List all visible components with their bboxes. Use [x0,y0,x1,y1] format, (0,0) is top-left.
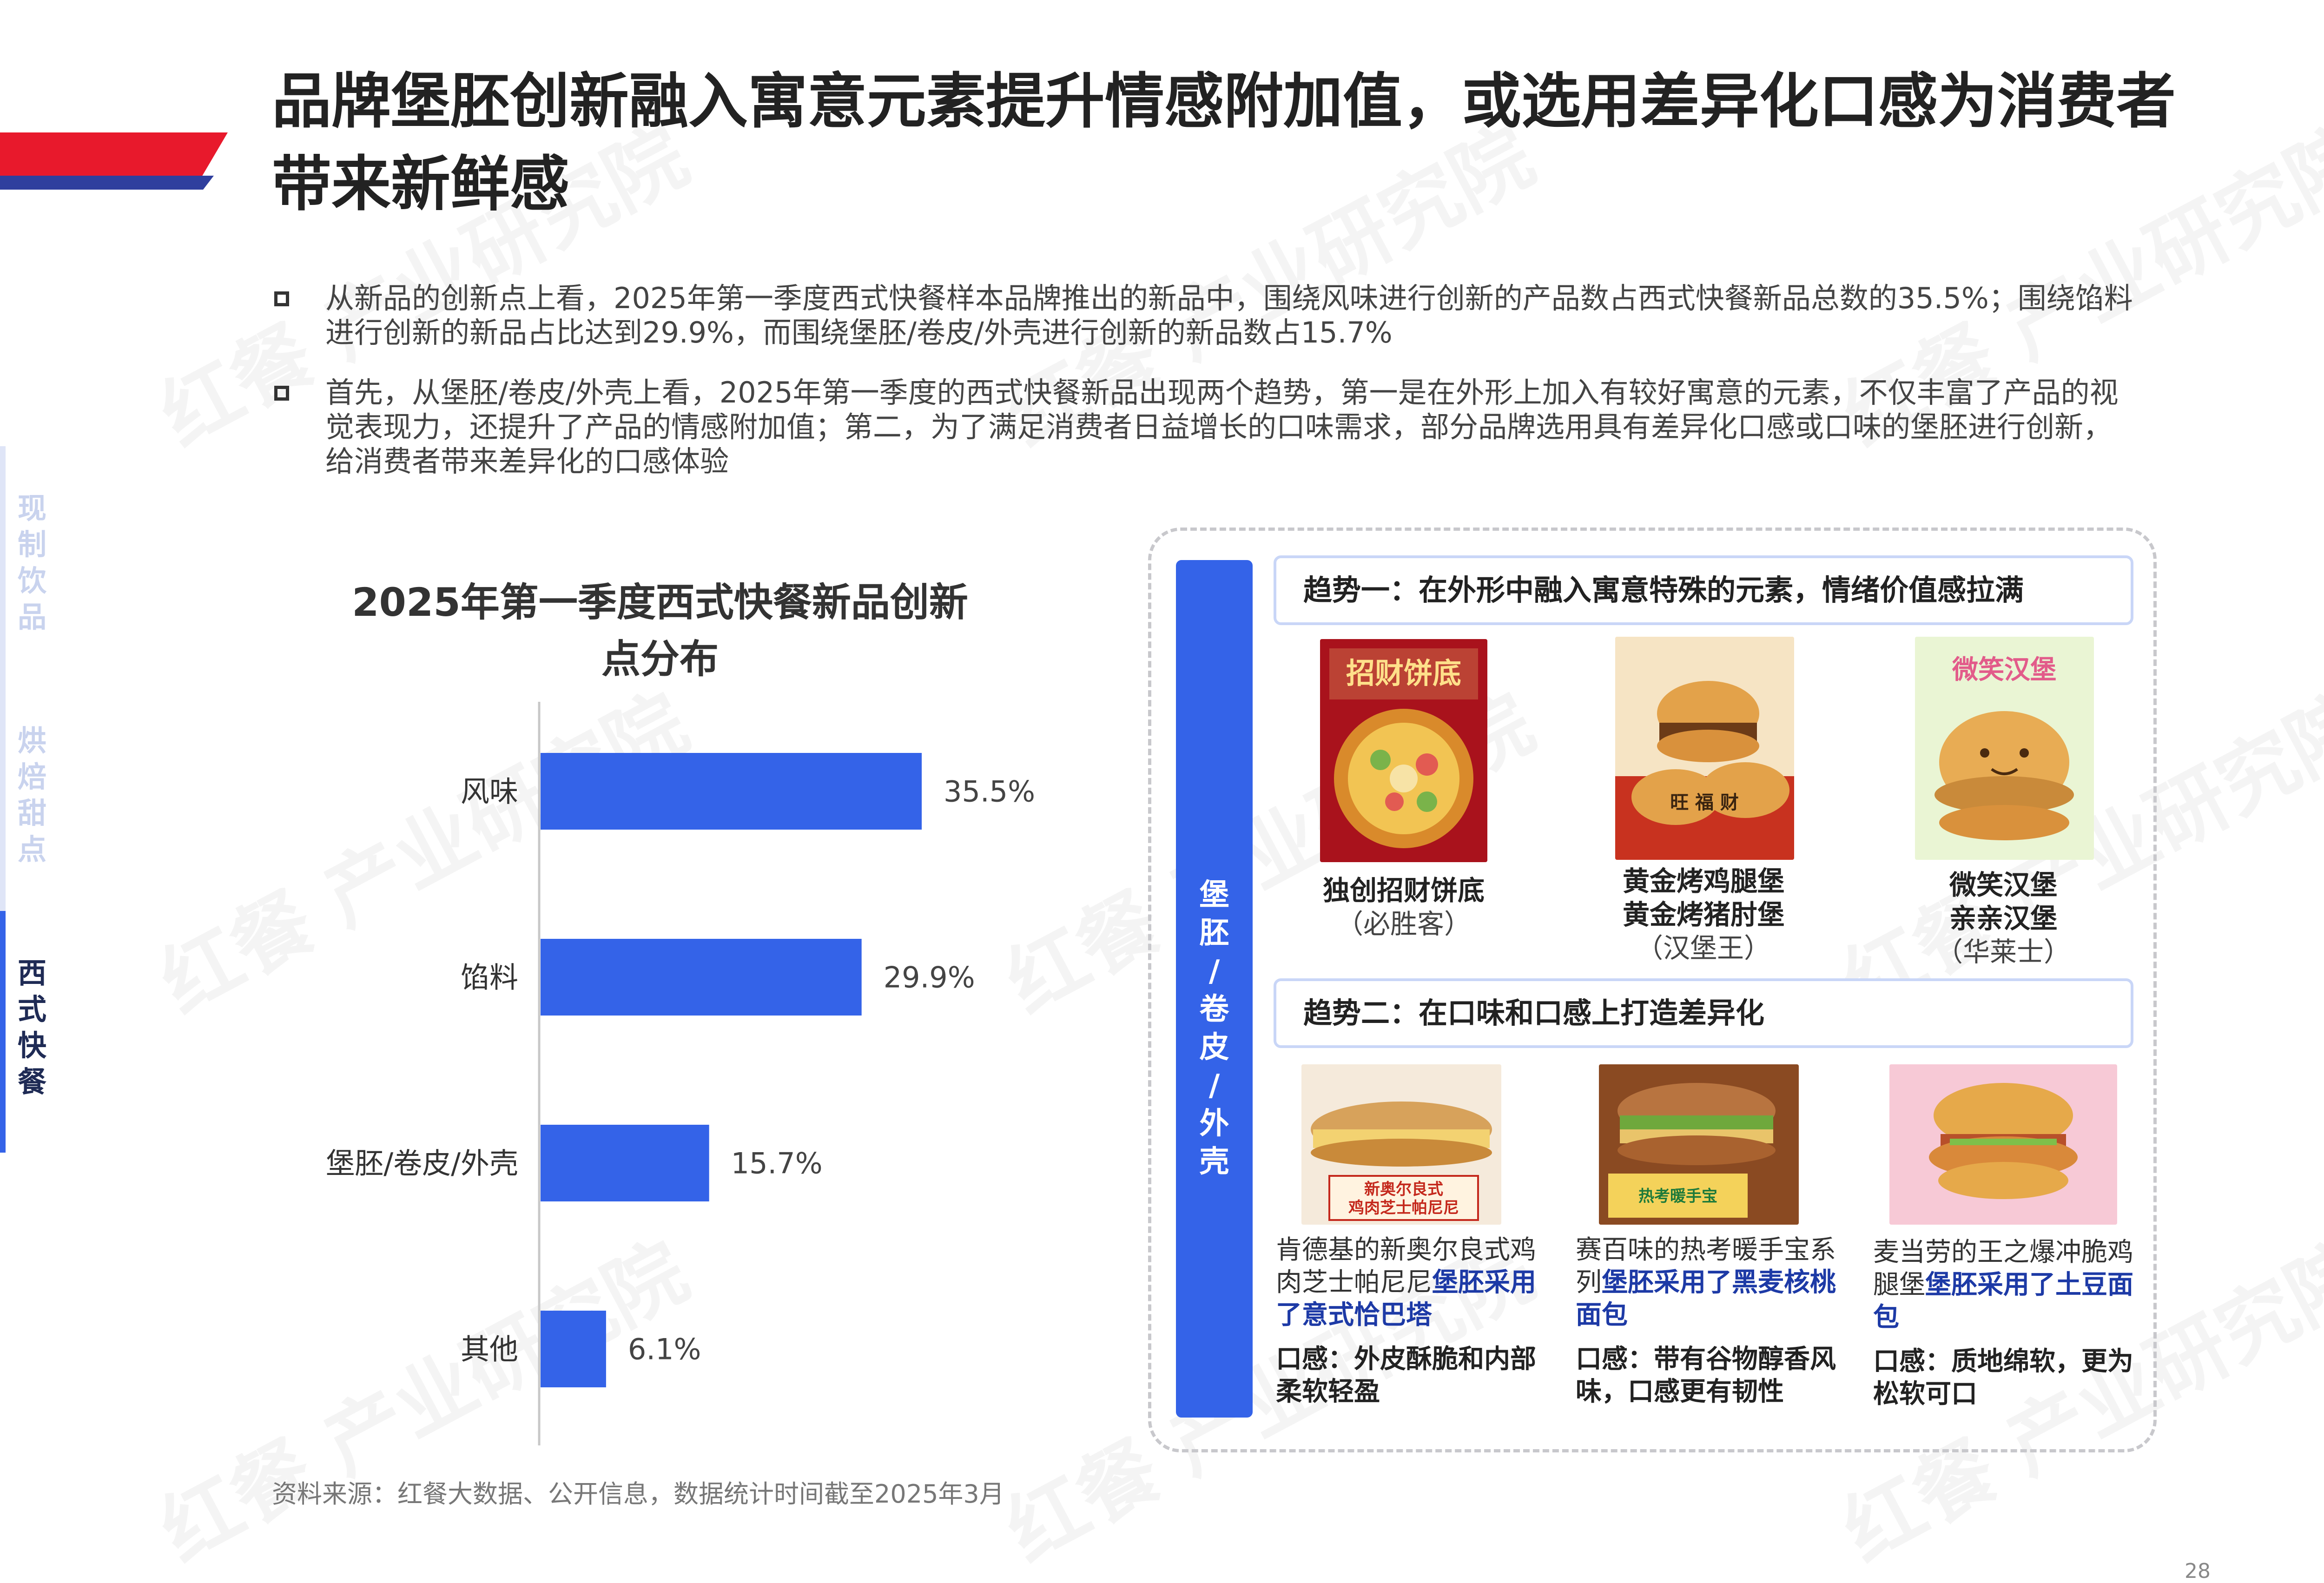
side-nav-item-drinks[interactable]: 现制饮品 [18,491,47,634]
product-image-subway: 热考暖手宝 [1599,1064,1799,1225]
product-image-kfc: 新奥尔良式 鸡肉芝士帕尼尼 [1301,1064,1501,1225]
chart-bar [541,1125,709,1201]
chart-category-label: 风味 [461,775,518,809]
header-flag-blue [0,176,214,190]
product-image-burger-king: 旺 福 财 [1615,637,1794,860]
bullet-square-icon [274,386,289,401]
chart-value-label: 15.7% [731,1147,823,1181]
chart-category-label: 堡胚/卷皮/外壳 [326,1147,518,1181]
product-description: 赛百味的热考暖手宝系列堡胚采用了黑麦核桃面包 [1576,1234,1845,1332]
product-taste: 口感：质地绵软，更为松软可口 [1873,1346,2133,1409]
side-nav-item-bakery[interactable]: 烘焙甜点 [18,724,47,866]
product-taste: 口感：带有谷物醇香风味，口感更有韧性 [1576,1344,1836,1407]
product-name: 黄金烤鸡腿堡 黄金烤猪肘堡 [1622,865,1784,930]
pizza-image-text: 招财饼底 [1346,656,1461,690]
kfc-image-text-line2: 鸡肉芝士帕尼尼 [1348,1199,1459,1217]
chart-bar [541,753,922,830]
wallace-image-text: 微笑汉堡 [1952,655,2056,685]
burger-king-image-text: 旺 福 财 [1670,792,1739,813]
product-description: 肯德基的新奥尔良式鸡肉芝士帕尼尼堡胚采用了意式恰巴塔 [1276,1234,1545,1332]
category-label: 堡胚 / 卷皮 / 外壳 [1199,878,1229,1179]
product-image-mcdonalds [1889,1064,2117,1225]
page-number: 28 [2185,1559,2211,1583]
chart-title: 2025年第一季度西式快餐新品创新点分布 [352,580,968,682]
bullet-text: 从新品的创新点上看，2025年第一季度西式快餐样本品牌推出的新品中，围绕风味进行… [325,281,2133,350]
trend2-heading: 趋势二：在口味和口感上打造差异化 [1274,978,2133,1048]
chart-bar [541,939,862,1016]
category-bar: 堡胚 / 卷皮 / 外壳 [1176,560,1253,1418]
side-nav-active-indicator [0,911,6,1153]
side-nav-item-western-fast-food[interactable]: 西式快餐 [18,956,47,1099]
subway-image-text: 热考暖手宝 [1638,1187,1717,1206]
product-image-wallace: 微笑汉堡 [1915,637,2094,860]
product-description-highlight: 堡胚采用了土豆面包 [1873,1270,2133,1332]
product-brand: （必胜客） [1336,908,1471,940]
product-name: 独创招财饼底 [1322,875,1485,906]
bullet-square-icon [274,291,289,306]
header-flag-red [0,132,228,179]
chart-category-label: 馅料 [461,961,518,995]
product-brand: （汉堡王） [1636,932,1771,964]
product-name: 微笑汉堡 亲亲汉堡 [1949,869,2057,934]
product-description-text: 赛百味的热考暖手宝系列 [1576,1235,1836,1298]
chart-value-label: 6.1% [628,1332,701,1366]
chart-value-label: 29.9% [884,961,975,995]
product-description-text: 麦当劳的王之爆冲脆鸡腿堡 [1873,1237,2133,1300]
product-description-highlight: 堡胚采用了黑麦核桃面包 [1576,1267,1836,1330]
product-description-text: 肯德基的新奥尔良式鸡肉芝士帕尼尼 [1276,1235,1536,1298]
product-image-pizza: 招财饼底 [1320,639,1487,862]
kfc-image-text-line1: 新奥尔良式 [1364,1180,1443,1199]
chart-bar [541,1311,606,1387]
page-title: 品牌堡胚创新融入寓意元素提升情感附加值，或选用差异化口感为消费者带来新鲜感 [272,67,2176,219]
bar-chart: 风味 35.5% 馅料 29.9% 堡胚/卷皮/外壳 15.7% 其他 6.1% [326,702,1035,1445]
bullet-text: 首先，从堡胚/卷皮/外壳上看，2025年第一季度的西式快餐新品出现两个趋势，第一… [325,376,2119,478]
product-description-highlight: 堡胚采用了意式恰巴塔 [1276,1267,1536,1330]
source-note: 资料来源：红餐大数据、公开信息，数据统计时间截至2025年3月 [272,1479,1004,1509]
trend-panel [1148,528,2157,1452]
trend1-heading: 趋势一：在外形中融入寓意特殊的元素，情绪价值感拉满 [1274,555,2133,625]
product-brand: （华莱士） [1935,936,2071,968]
chart-category-label: 其他 [461,1332,518,1366]
chart-value-label: 35.5% [944,775,1035,809]
product-taste: 口感：外皮酥脆和内部柔软轻盈 [1276,1344,1536,1407]
product-description: 麦当劳的王之爆冲脆鸡腿堡堡胚采用了土豆面包 [1873,1236,2143,1334]
